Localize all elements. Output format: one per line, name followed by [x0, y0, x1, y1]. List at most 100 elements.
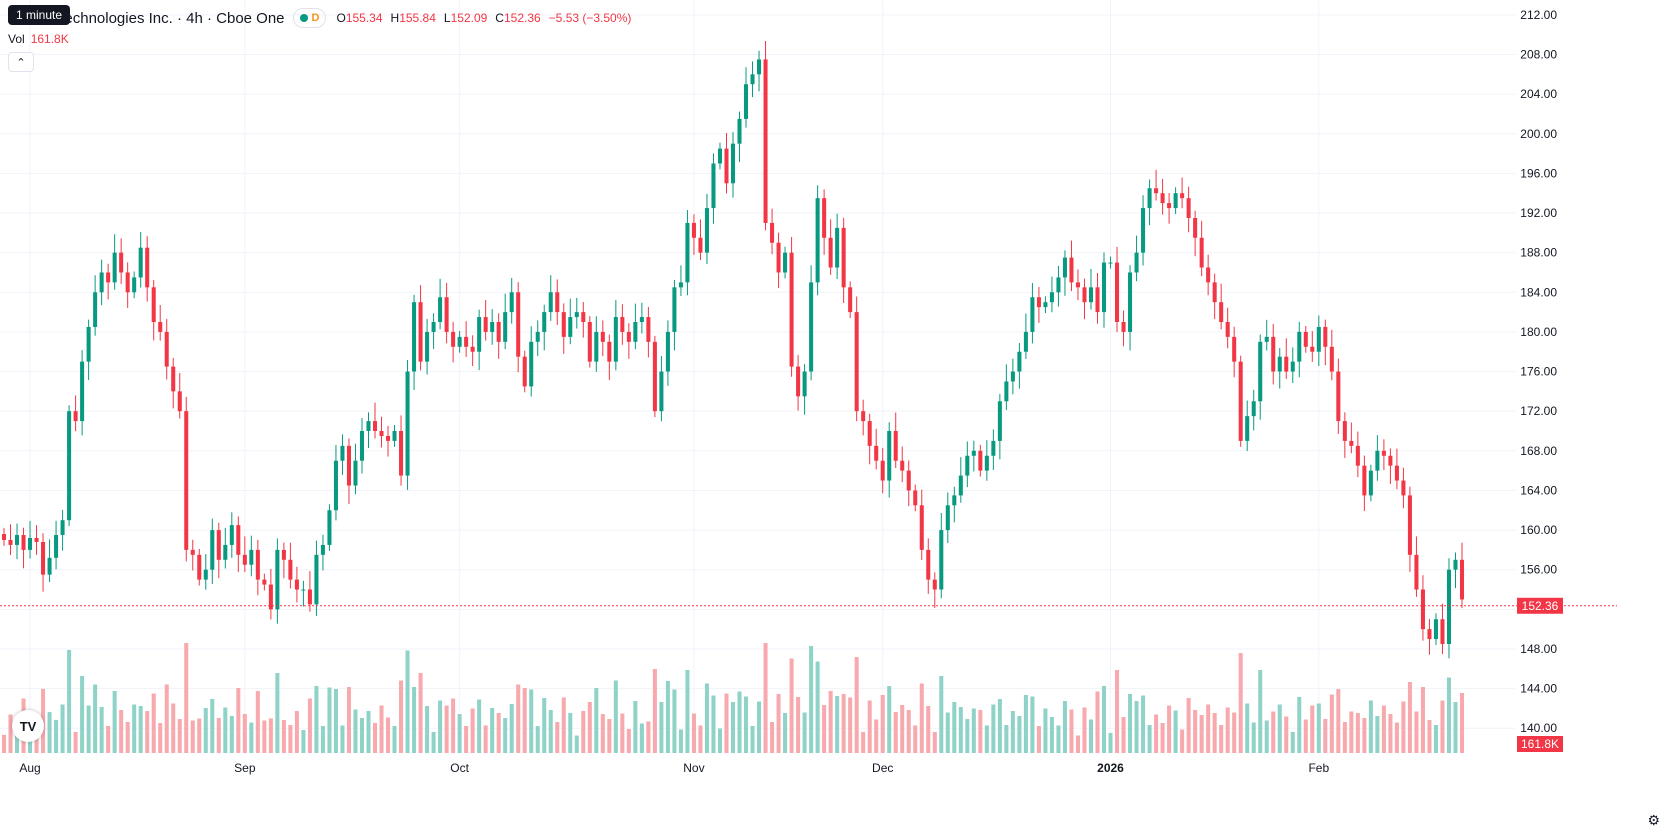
volume-bar [1036, 726, 1041, 753]
candle-body [151, 287, 156, 323]
candle-body [1440, 619, 1445, 645]
volume-bar [783, 713, 788, 753]
volume-bar [1193, 710, 1198, 753]
volume-bar [939, 676, 944, 753]
volume-bar [1004, 725, 1009, 753]
candle-body [633, 322, 638, 342]
candle-body [1147, 188, 1152, 209]
candle-body [1342, 421, 1347, 441]
volume-bar [255, 691, 260, 753]
volume-bar [216, 718, 221, 753]
volume-bar [451, 698, 456, 753]
volume-bar [158, 723, 163, 753]
candle-body [1134, 252, 1139, 273]
candle-body [372, 421, 378, 431]
volume-bar [626, 729, 631, 753]
candle-body [412, 302, 417, 372]
volume-bar [919, 683, 924, 753]
volume-bar [412, 687, 417, 753]
candle-body [34, 537, 39, 542]
candle-body [47, 557, 52, 575]
candle-body [568, 317, 573, 337]
market-status[interactable]: D [292, 8, 327, 28]
volume-bar [809, 646, 814, 753]
volume-bar [1206, 704, 1211, 753]
volume-bar [1147, 725, 1152, 753]
candle-body [659, 371, 664, 412]
candle-body [594, 331, 599, 362]
candle-body [106, 272, 111, 283]
candle-body [945, 505, 950, 531]
candle-body [1108, 262, 1113, 264]
collapse-legend-button[interactable]: ⌃ [8, 52, 34, 72]
volume-bar [1368, 700, 1373, 753]
candle-body [581, 312, 586, 323]
volume-bar [594, 688, 599, 753]
tradingview-logo-icon[interactable]: TV [12, 710, 44, 742]
volume-bar [1271, 711, 1276, 753]
volume-bar [958, 707, 963, 753]
candle-body [1459, 559, 1465, 600]
candle-body [1394, 465, 1399, 481]
volume-bar [294, 711, 299, 753]
candle-body [776, 242, 781, 273]
symbol-title[interactable]: r Technologies Inc. · 4h · Cboe One [48, 9, 285, 27]
volume-bar [503, 718, 508, 753]
volume-bar [67, 650, 72, 753]
volume-bar [151, 693, 156, 753]
candle-body [405, 371, 410, 476]
candle-body [80, 361, 85, 422]
candle-body [301, 589, 306, 591]
candle-body [971, 450, 976, 456]
volume-bar [197, 718, 202, 753]
volume-bar [893, 712, 898, 753]
candle-body [223, 544, 228, 560]
candle-body [906, 470, 911, 491]
candle-body [1427, 629, 1432, 640]
volume-bar [275, 673, 280, 753]
volume-bar [1069, 709, 1074, 753]
candle-body [613, 317, 618, 362]
volume-bar [991, 704, 996, 753]
volume-bar [535, 726, 540, 753]
candle-body [1128, 272, 1133, 332]
volume-bar [1251, 722, 1256, 753]
candle-body [138, 247, 143, 278]
volume-bar [372, 723, 378, 753]
close-label: C [495, 11, 504, 25]
price-tick-label: 176.00 [1520, 365, 1557, 379]
volume-bar [1010, 711, 1015, 753]
candle-body [796, 366, 801, 397]
volume-bar [542, 698, 547, 753]
candle-body [900, 460, 905, 471]
time-tick-label: 2026 [1097, 761, 1124, 775]
candle-body [1075, 282, 1080, 288]
price-axis: 212.00 208.00 204.00 200.00 196.00 192.00 188.… [1517, 8, 1563, 752]
volume-bar [1316, 703, 1321, 753]
gear-icon[interactable]: ⚙ [1647, 812, 1660, 828]
volume-bar [1225, 707, 1230, 753]
candle-body [379, 430, 384, 436]
candle-body [1453, 559, 1458, 570]
volume-bar [1323, 719, 1328, 753]
candle-body [1349, 440, 1354, 446]
candle-body [730, 143, 736, 184]
volume-bar [405, 650, 410, 753]
volume-bar [1238, 653, 1243, 753]
volume-bar [1453, 702, 1458, 753]
data-badge: D [311, 12, 320, 24]
volume-bar [770, 722, 775, 753]
candle-body [392, 430, 397, 441]
volume-bar [906, 710, 911, 753]
volume-bar [1180, 729, 1185, 753]
volume-bar [1355, 713, 1360, 753]
price-tick-label: 164.00 [1520, 483, 1557, 497]
volume-bar [132, 704, 137, 753]
chevron-up-icon: ⌃ [16, 56, 26, 69]
volume-bar [60, 704, 65, 753]
candle-body [464, 336, 469, 347]
candle-body [1297, 331, 1302, 362]
volume-bar [1446, 677, 1451, 753]
candle-body [340, 445, 345, 461]
